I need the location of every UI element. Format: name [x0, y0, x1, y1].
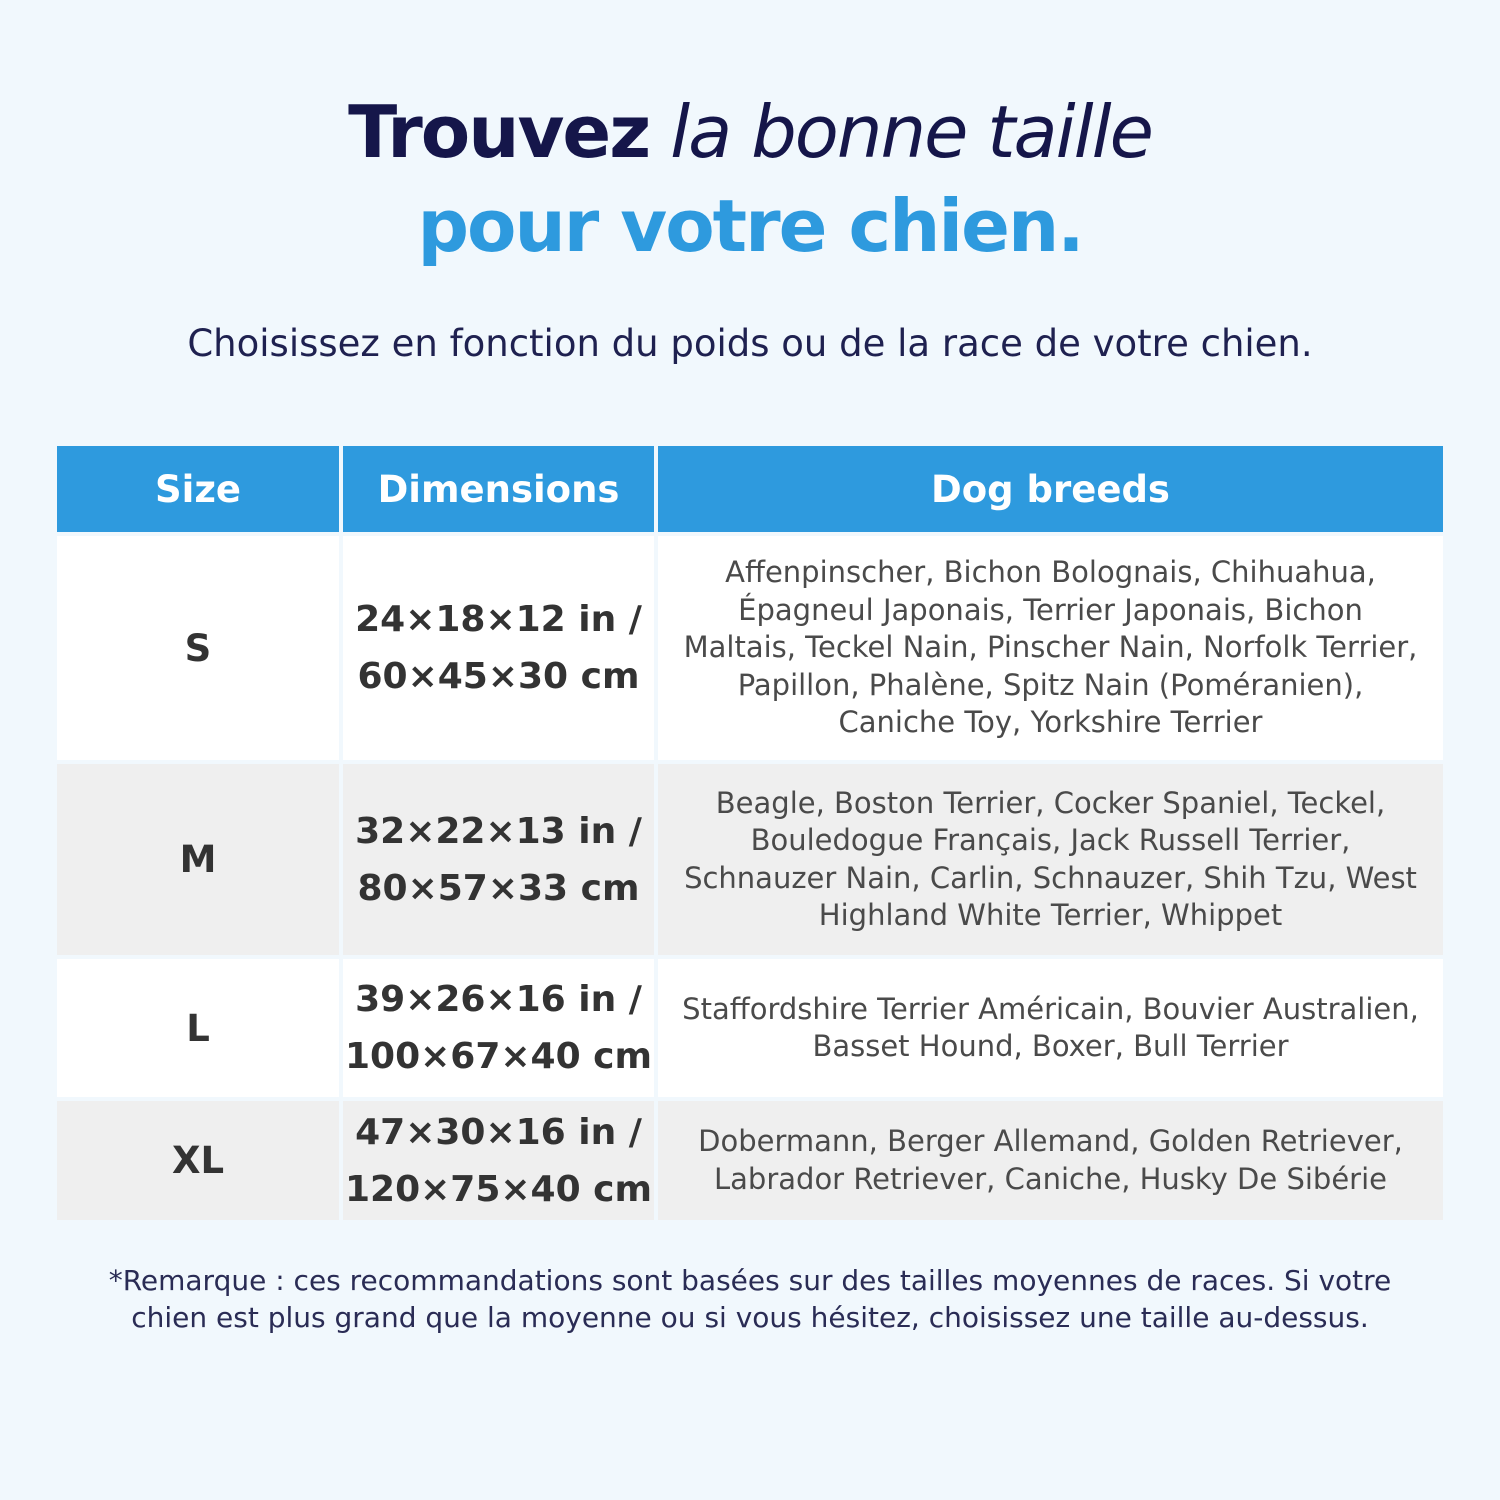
table-header: Size Dimensions Dog breeds: [57, 446, 1443, 532]
dimensions-cm: 80×57×33 cm: [357, 867, 640, 909]
dimensions-inches: 39×26×16 in /: [355, 979, 642, 1020]
size-cell: XL: [57, 1097, 343, 1220]
dimensions-cell: 32×22×13 in / 80×57×33 cm: [343, 760, 658, 955]
size-cell: M: [57, 760, 343, 955]
size-cell: L: [57, 955, 343, 1097]
heading-bold: Trouvez: [348, 90, 651, 174]
breeds-cell: Dobermann, Berger Allemand, Golden Retri…: [658, 1097, 1443, 1220]
dimensions-cm: 120×75×40 cm: [344, 1168, 653, 1210]
breeds-cell: Affenpinscher, Bichon Bolognais, Chihuah…: [658, 532, 1443, 760]
heading-line-2: pour votre chien.: [417, 184, 1084, 268]
dimensions-inches: 32×22×13 in /: [355, 810, 642, 852]
table-row: M 32×22×13 in / 80×57×33 cm Beagle, Bosto…: [57, 760, 1443, 955]
heading-italic: la bonne taille: [670, 90, 1154, 174]
breeds-cell: Beagle, Boston Terrier, Cocker Spaniel, …: [658, 760, 1443, 955]
dimensions-cm: 100×67×40 cm: [344, 1036, 653, 1077]
size-table: Size Dimensions Dog breeds S 24×18×12 in…: [57, 446, 1443, 1220]
dimensions-inches: 47×30×16 in /: [355, 1111, 642, 1153]
dimensions-cell: 24×18×12 in / 60×45×30 cm: [343, 532, 658, 760]
dimensions-cell: 47×30×16 in / 120×75×40 cm: [343, 1097, 658, 1220]
header-breeds: Dog breeds: [658, 446, 1443, 532]
table-row: L 39×26×16 in / 100×67×40 cm Staffordshir…: [57, 955, 1443, 1097]
table-row: XL 47×30×16 in / 120×75×40 cm Dobermann, …: [57, 1097, 1443, 1220]
heading-line-1: Trouvez la bonne taille: [0, 84, 1500, 180]
header-dimensions: Dimensions: [343, 446, 658, 532]
footnote: *Remarque : ces recommandations sont bas…: [108, 1264, 1392, 1334]
dimensions-cell: 39×26×16 in / 100×67×40 cm: [343, 955, 658, 1097]
breeds-cell: Staffordshire Terrier Américain, Bouvier…: [658, 955, 1443, 1097]
table-row: S 24×18×12 in / 60×45×30 cm Affenpinscher…: [57, 532, 1443, 760]
size-cell: S: [57, 532, 343, 760]
dimensions-inches: 24×18×12 in /: [355, 599, 642, 640]
subtitle: Choisissez en fonction du poids ou de la…: [187, 322, 1313, 365]
dimensions-cm: 60×45×30 cm: [357, 656, 640, 697]
header-size: Size: [57, 446, 343, 532]
